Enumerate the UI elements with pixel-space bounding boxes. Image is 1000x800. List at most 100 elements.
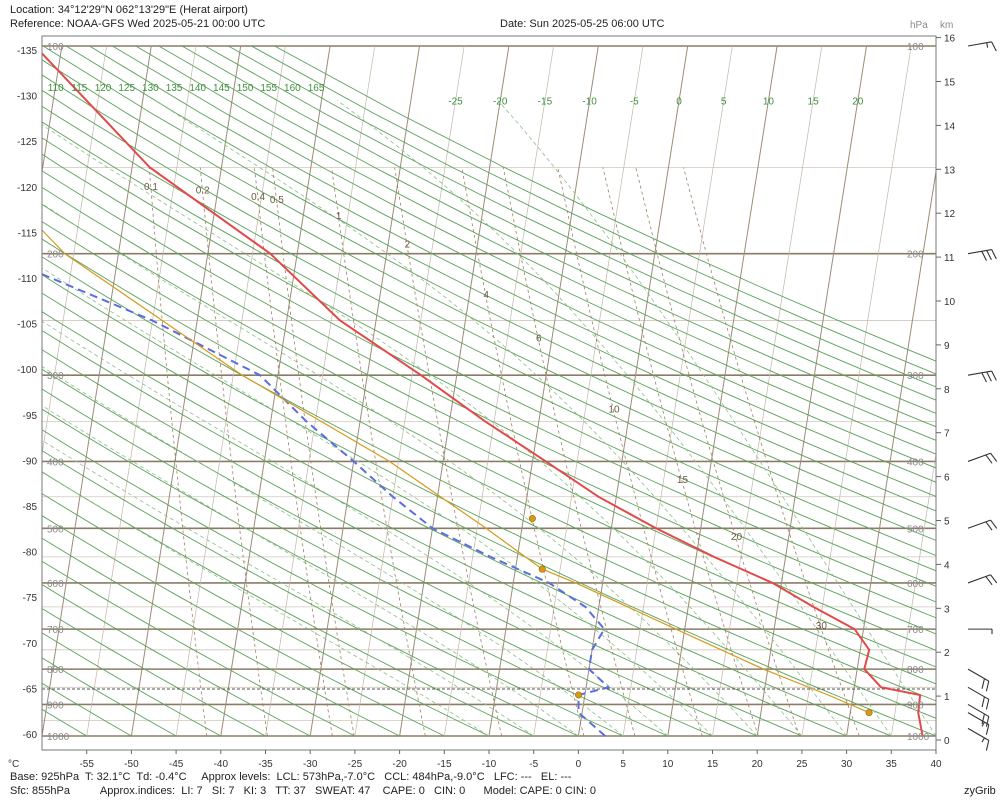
chart-grid [42,45,936,737]
mixing-ratio-line [557,167,703,737]
dry-adiabat-line [42,349,803,737]
mixing-ratio-label: 30 [816,621,828,632]
height-tick-label: 7 [944,429,950,440]
plot-frame [41,35,937,751]
dry-adiabat-line [42,537,400,737]
moist-adiabat-line [42,203,758,737]
isotherm-label: 10 [763,97,775,108]
isotherm-line [443,45,554,737]
x-tick-label: -45 [169,759,184,770]
dry-adiabat-line [42,256,936,702]
left-axis-tick-label: -80 [23,548,38,559]
mixing-ratio-label: 4 [483,290,489,301]
dry-adiabat-line [42,388,713,737]
footer-cape: CAPE: 0 [382,785,425,797]
x-tick-label: 25 [796,759,808,770]
left-axis-tick-label: -95 [23,411,38,422]
dry-adiabat-line [42,238,936,685]
x-tick-label: 5 [620,759,626,770]
wind-barb [967,249,997,261]
left-axis-tick-label: -120 [17,183,37,194]
dry-adiabat-line [42,735,43,736]
mixing-ratio-label: 0.4 [251,192,265,203]
footer-levels-label: Approx levels: [201,771,271,783]
dry-adiabat-line [42,153,936,603]
wind-barb [968,628,993,635]
dry-adiabat-line [42,657,177,737]
height-tick-label: 12 [944,209,956,220]
mixing-ratio-line [199,167,268,737]
pressure-label-left: 100 [47,42,64,53]
x-tick-label: -50 [124,759,139,770]
pressure-label-left: 800 [47,665,64,676]
moist-adiabat-line [337,100,892,737]
wind-barb [967,686,990,710]
wind-barb [967,452,998,464]
wind-barb [967,668,990,692]
date-label: Date: [500,18,527,30]
isotherm-line [42,45,63,175]
parcel-marker [528,515,536,523]
x-tick-label: -25 [348,759,363,770]
footer-el: EL: --- [540,771,572,783]
height-tick-label: 16 [944,34,956,45]
pressure-label-left: 1000 [47,732,70,743]
dry-adiabat-line [42,708,87,737]
location-value: 34°12'29"N 062°13'29"E (Herat airport) [57,4,248,16]
dry-adiabat-line [42,59,936,512]
wind-barbs [967,41,998,751]
dry-adiabat-line [42,515,445,737]
isotherm-line [712,45,823,737]
footer-si: SI: 7 [211,785,235,797]
isotherm-line [399,45,510,737]
dry-adiabat-line [42,408,668,737]
x-tick-label: -20 [392,759,407,770]
pressure-label-right: 400 [907,457,924,468]
isotherm-line [622,45,733,737]
chart-series [42,51,924,737]
isotherm-line [265,45,376,737]
dry-adiabat-line [42,170,936,619]
isotherm-label: 5 [721,97,727,108]
pressure-label-left: 600 [47,579,64,590]
isotherm-label: 15 [808,97,820,108]
left-axis-tick-label: -125 [17,137,37,148]
dry-adiabat-label: 130 [142,83,159,94]
chart-axes: °C -55 -50 -45 -40 -35 -30 -25 -20 -15 -10 -5 0 5 10 15… [8,20,956,770]
isotherm-line [354,45,465,737]
dry-adiabat-line [42,584,311,737]
dry-adiabat-line [42,292,936,737]
temperature-line [42,51,924,737]
x-tick-label: 40 [930,759,942,770]
left-axis-tick-label: -115 [18,228,38,239]
footer-sfc: Sfc: 855hPa [10,785,70,797]
wind-barb [967,41,997,52]
mixing-ratio-line [683,167,860,737]
dry-adiabat-label: 110 [48,83,64,94]
x-tick-label: 10 [662,759,674,770]
footer-ki: KI: 3 [243,785,267,797]
footer-base: Base: 925hPa [10,771,80,783]
mixing-ratio-line [331,167,426,737]
dry-adiabat-line [42,471,534,737]
dry-adiabat-line [42,311,892,737]
height-tick-label: 9 [944,341,950,352]
isotherm-line [890,451,936,737]
wind-barb [967,370,997,383]
header-date: Date: Sun 2025-05-25 06:00 UTC [500,18,665,30]
dry-adiabat-line [42,493,490,737]
dry-adiabat-line [135,45,936,441]
wind-barb [967,727,990,751]
moist-adiabat-line [42,471,490,737]
moist-adiabat-line [42,439,534,737]
dry-adiabat-line [89,45,936,469]
mixing-ratio-label: 10 [608,405,620,416]
height-tick-label: 10 [944,297,956,308]
height-tick-label: 14 [944,121,956,132]
pressure-label-left: 700 [47,625,64,636]
mixing-ratio-line [272,167,355,737]
dry-adiabat-line [42,682,132,737]
isotherm-label: -15 [538,97,553,108]
